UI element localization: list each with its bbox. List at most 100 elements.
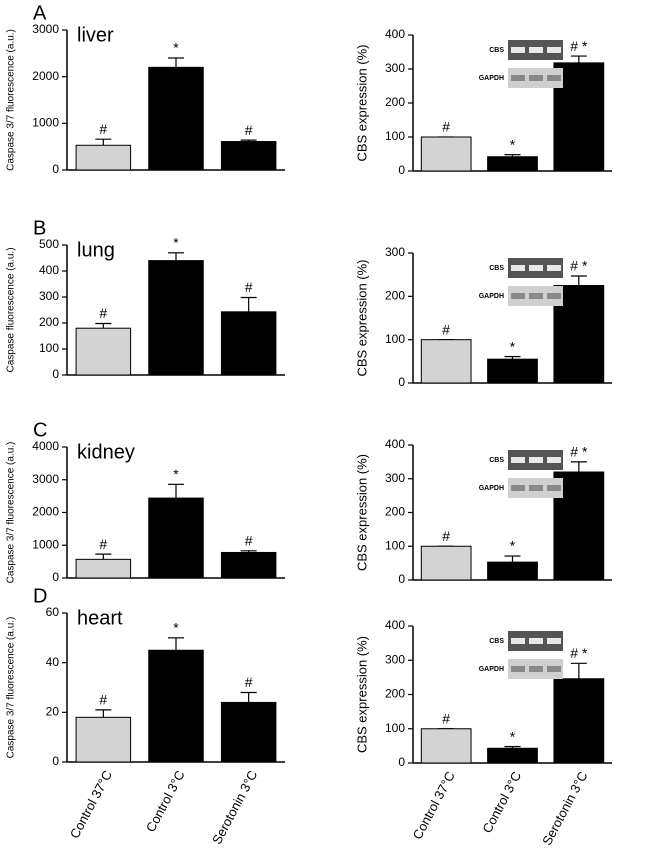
blot-band bbox=[511, 265, 525, 271]
bar bbox=[220, 141, 277, 171]
bar-annotation: # bbox=[245, 674, 253, 690]
organ-label: heart bbox=[77, 607, 123, 629]
bar bbox=[148, 66, 204, 171]
y-tick-label: 300 bbox=[385, 652, 405, 666]
y-tick-label: 100 bbox=[385, 332, 405, 346]
blot-label: GAPDH bbox=[479, 485, 504, 492]
bar-annotation: * bbox=[173, 235, 179, 251]
blot-band bbox=[547, 485, 561, 491]
bar bbox=[487, 156, 538, 172]
organ-label: liver bbox=[77, 24, 114, 46]
bar bbox=[75, 558, 132, 579]
blot-band bbox=[529, 666, 543, 672]
bar bbox=[148, 260, 204, 376]
blot-band bbox=[547, 75, 561, 81]
y-tick-label: 0 bbox=[398, 755, 405, 769]
blot-band bbox=[529, 75, 543, 81]
blot-label: GAPDH bbox=[479, 293, 504, 300]
blot-band bbox=[511, 666, 525, 672]
blot-label: CBS bbox=[489, 265, 504, 272]
y-tick-label: 100 bbox=[385, 538, 405, 552]
x-tick-label: Control 3°C bbox=[479, 769, 524, 836]
y-tick-label: 400 bbox=[385, 618, 405, 632]
y-tick-label: 0 bbox=[398, 163, 405, 177]
blot-label: CBS bbox=[489, 47, 504, 54]
bar-annotation: # bbox=[442, 119, 450, 135]
blot-band bbox=[511, 47, 525, 53]
x-tick-label: Control 37°C bbox=[410, 769, 458, 842]
blot-band bbox=[529, 293, 543, 299]
y-tick-label: 3000 bbox=[32, 472, 59, 486]
y-axis-label: CBS expression (%) bbox=[354, 636, 369, 753]
blot-band bbox=[547, 293, 561, 299]
y-tick-label: 60 bbox=[46, 605, 60, 619]
y-tick-label: 300 bbox=[385, 245, 405, 259]
bar-annotation: # bbox=[245, 122, 253, 138]
y-tick-label: 40 bbox=[46, 655, 60, 669]
panel-letter: C bbox=[33, 419, 47, 441]
bar-annotation: # bbox=[245, 279, 253, 295]
bar-annotation: # bbox=[99, 692, 107, 708]
bar-annotation: # bbox=[442, 528, 450, 544]
bar bbox=[220, 551, 277, 579]
y-tick-label: 2000 bbox=[32, 69, 59, 83]
organ-label: kidney bbox=[77, 441, 135, 463]
y-axis-label: Caspase 3/7 fluorescence (a.u.) bbox=[6, 442, 17, 584]
y-tick-label: 100 bbox=[385, 721, 405, 735]
bar bbox=[75, 327, 132, 376]
bar bbox=[420, 136, 472, 172]
bar-annotation: # bbox=[245, 533, 253, 549]
bar-annotation: * bbox=[173, 40, 179, 56]
bar bbox=[420, 545, 472, 581]
blot-label: CBS bbox=[489, 638, 504, 645]
panel-letter: D bbox=[33, 585, 47, 607]
bar bbox=[220, 701, 277, 763]
blot-band bbox=[511, 485, 525, 491]
bar bbox=[148, 497, 204, 579]
bar-annotation: # * bbox=[570, 38, 588, 54]
blot-band bbox=[511, 638, 525, 644]
bar bbox=[487, 747, 538, 764]
bar bbox=[148, 649, 204, 763]
bar-annotation: * bbox=[510, 338, 516, 354]
bar bbox=[75, 144, 132, 171]
y-tick-label: 200 bbox=[385, 687, 405, 701]
y-tick-label: 2000 bbox=[32, 505, 59, 519]
y-tick-label: 4000 bbox=[32, 439, 59, 453]
blot-band bbox=[547, 47, 561, 53]
y-tick-label: 200 bbox=[385, 289, 405, 303]
y-axis-label: CBS expression (%) bbox=[354, 259, 369, 376]
y-tick-label: 20 bbox=[46, 705, 60, 719]
blot-band bbox=[529, 485, 543, 491]
y-tick-label: 100 bbox=[385, 129, 405, 143]
y-tick-label: 0 bbox=[52, 367, 59, 381]
bar-annotation: # bbox=[99, 121, 107, 137]
y-tick-label: 300 bbox=[385, 61, 405, 75]
organ-label: lung bbox=[77, 239, 115, 261]
y-tick-label: 400 bbox=[385, 437, 405, 451]
x-tick-label: Control 3°C bbox=[143, 768, 188, 835]
x-tick-label: Serotonin 3°C bbox=[209, 768, 260, 847]
y-tick-label: 300 bbox=[385, 471, 405, 485]
bar bbox=[75, 716, 132, 763]
blot-band bbox=[511, 457, 525, 463]
blot-label: GAPDH bbox=[479, 666, 504, 673]
bar bbox=[487, 561, 538, 581]
y-axis-label: CBS expression (%) bbox=[354, 454, 369, 571]
bar-annotation: # * bbox=[570, 444, 588, 460]
bar bbox=[487, 358, 538, 384]
blot-band bbox=[529, 265, 543, 271]
bar-annotation: * bbox=[173, 466, 179, 482]
y-tick-label: 0 bbox=[52, 754, 59, 768]
bar bbox=[553, 678, 605, 764]
y-axis-label: Caspase fluorescence (a.u.) bbox=[6, 247, 17, 372]
blot-label: CBS bbox=[489, 457, 504, 464]
y-tick-label: 300 bbox=[39, 289, 59, 303]
bar-annotation: # bbox=[442, 321, 450, 337]
blot-band bbox=[511, 75, 525, 81]
y-tick-label: 400 bbox=[385, 27, 405, 41]
bar bbox=[420, 728, 472, 764]
y-tick-label: 0 bbox=[398, 572, 405, 586]
blot-band bbox=[511, 293, 525, 299]
bar-annotation: * bbox=[510, 728, 516, 744]
